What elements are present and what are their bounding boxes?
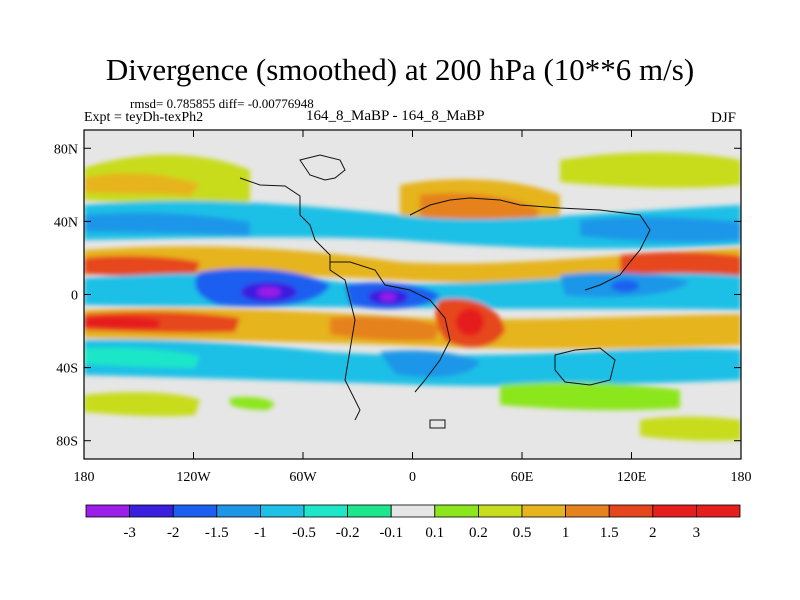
- colorbar-label: -0.1: [379, 525, 403, 541]
- colorbar-label: 0.1: [425, 525, 444, 541]
- season-label: DJF: [711, 110, 737, 126]
- continent-outlines: [239, 154, 651, 429]
- x-tick-label: 120W: [176, 470, 211, 485]
- colorbar-swatch: [652, 504, 697, 518]
- colorbar-label: 1.5: [600, 525, 619, 541]
- colorbar-label: -0.2: [336, 525, 360, 541]
- africa-outline: [330, 261, 451, 393]
- colorbar-swatch: [129, 504, 174, 518]
- australia-outline: [554, 347, 616, 386]
- x-tick-label: 180: [731, 470, 752, 485]
- colorbar-swatch: [172, 504, 218, 518]
- colorbar-swatch: [434, 504, 479, 518]
- colorbar-swatch: [696, 504, 741, 518]
- colorbar-label: 1: [562, 525, 570, 541]
- rmsd-diff-stats: rmsd= 0.785855 diff= -0.00776948: [130, 96, 314, 111]
- island-outline: [429, 419, 446, 429]
- colorbar-label: -1: [254, 525, 267, 541]
- colorbar-swatch: [477, 504, 523, 518]
- colorbar-swatch: [390, 504, 436, 518]
- y-tick-label: 40N: [54, 215, 78, 230]
- y-tick-label: 80S: [56, 435, 78, 450]
- y-tick-label: 40S: [56, 362, 78, 377]
- colorbar-swatch: [608, 504, 654, 518]
- colorbar-swatch: [303, 504, 348, 518]
- colorbar-swatch: [521, 504, 566, 518]
- chart-title: Divergence (smoothed) at 200 hPa (10**6 …: [105, 52, 695, 87]
- colorbar-swatch: [216, 504, 261, 518]
- colorbar-swatch: [259, 504, 305, 518]
- colorbar-label: -0.5: [292, 525, 316, 541]
- axes: 180 120W 60W 0 60E 120E 180 80N 40N 0 40S 80S: [54, 130, 752, 485]
- colorbar-label: 2: [649, 525, 657, 541]
- colorbar: -3 -2 -1.5 -1 -0.5 -0.2 -0.1 0.1 0.2 0.5 1 1.5 2 3: [85, 504, 741, 541]
- subtitle: 164_8_MaBP - 164_8_MaBP: [306, 108, 485, 124]
- experiment-label: Expt = teyDh-texPh2: [84, 110, 204, 125]
- greenland-outline: [299, 154, 346, 181]
- x-tick-label: 60W: [289, 470, 317, 485]
- colorbar-label: 3: [693, 525, 701, 541]
- x-tick-label: 180: [74, 470, 95, 485]
- colorbar-label: -1.5: [205, 525, 229, 541]
- americas-outline: [239, 177, 361, 421]
- colorbar-label: -2: [167, 525, 180, 541]
- x-tick-label: 60E: [511, 470, 534, 485]
- colorbar-label: 0.5: [513, 525, 532, 541]
- colorbar-swatch: [565, 504, 610, 518]
- x-tick-label: 0: [409, 470, 416, 485]
- y-tick-label: 80N: [54, 142, 78, 157]
- divergence-field: [84, 130, 741, 459]
- colorbar-swatch: [347, 504, 392, 518]
- colorbar-label: -3: [123, 525, 136, 541]
- eurasia-outline: [409, 197, 651, 291]
- colorbar-label: 0.2: [469, 525, 488, 541]
- x-tick-label: 120E: [617, 470, 647, 485]
- colorbar-swatch: [85, 504, 130, 518]
- y-tick-label: 0: [71, 289, 78, 304]
